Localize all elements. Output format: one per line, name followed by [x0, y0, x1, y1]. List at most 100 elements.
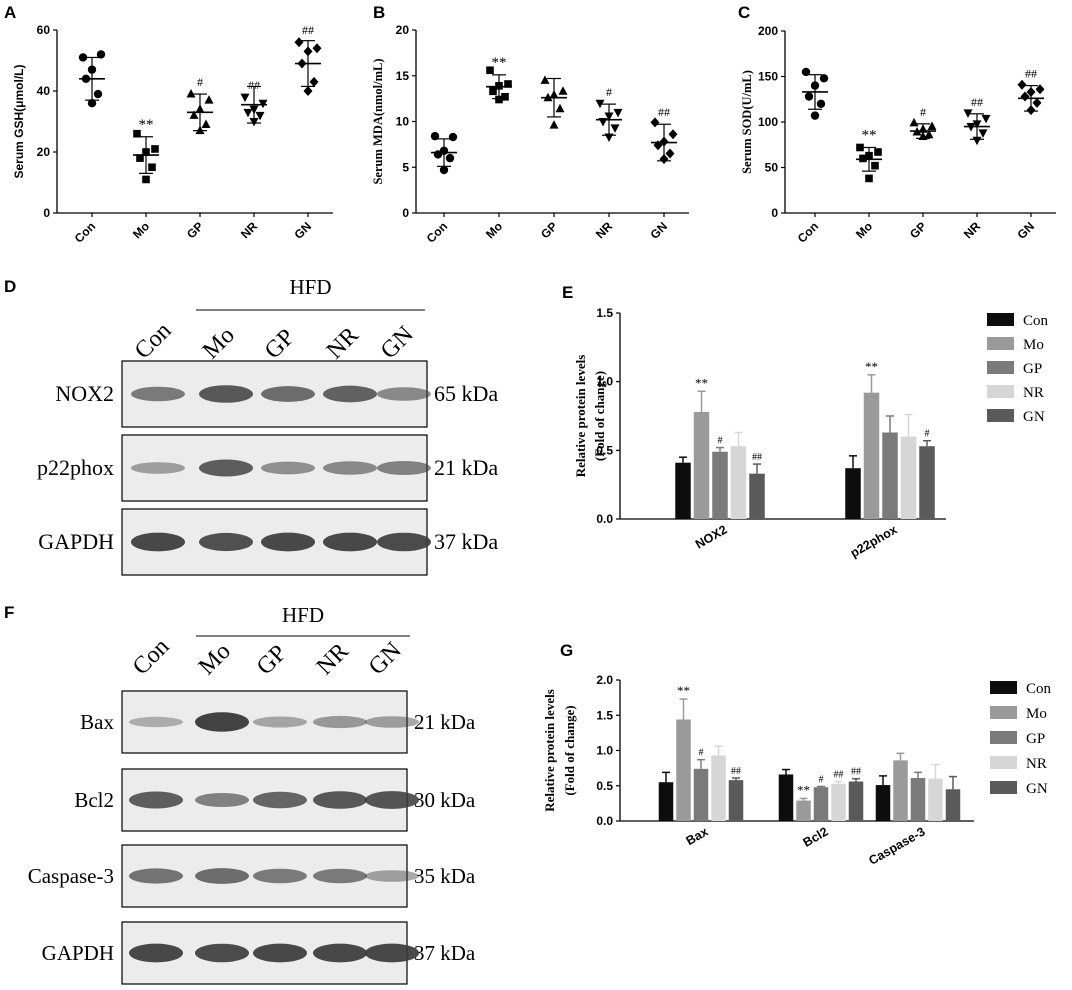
legend-label: Con	[1026, 681, 1052, 697]
bar-nr	[928, 778, 943, 821]
kda-label: 30 kDa	[414, 788, 476, 812]
blot-band	[195, 712, 249, 732]
bar-gp	[882, 432, 898, 519]
y-tick-label: 0.0	[596, 512, 613, 526]
blot-band	[129, 791, 183, 809]
data-point	[610, 124, 620, 133]
panel-label-b: B	[373, 3, 385, 22]
blot-row-bax: Bax 21 kDa	[80, 690, 476, 754]
x-tick-label: Mo	[483, 219, 505, 241]
legend-label: GP	[1026, 731, 1045, 747]
data-point	[433, 150, 443, 159]
bar-nr	[711, 755, 726, 821]
data-point	[963, 109, 973, 118]
bar-gp	[910, 777, 926, 821]
bar-nr	[900, 436, 917, 519]
significance-label: #	[925, 429, 930, 440]
data-point	[650, 117, 660, 128]
x-tick-label: NOX2	[693, 522, 730, 551]
x-tick-label: p22phox	[848, 522, 900, 560]
significance-label: **	[695, 375, 708, 390]
data-point	[865, 174, 873, 183]
data-point	[810, 111, 820, 120]
x-tick-label: Bax	[684, 824, 711, 848]
y-axis-label: (Fold of change)	[562, 705, 577, 795]
bar-mo	[676, 719, 691, 821]
x-tick-label: Mo	[853, 219, 875, 241]
bar-gp	[712, 451, 728, 519]
significance-label: ##	[971, 95, 983, 109]
y-tick-label: 0	[402, 206, 409, 220]
y-axis-label: Relative protein levels	[542, 689, 557, 812]
data-point	[243, 108, 253, 118]
significance-label: **	[797, 782, 810, 797]
blot-band	[195, 868, 249, 884]
blot-band	[365, 943, 419, 963]
significance-label: #	[819, 774, 824, 785]
data-point	[142, 175, 150, 184]
data-point	[978, 129, 988, 138]
data-point	[874, 148, 882, 156]
blot-row-caspase-3: Caspase-3 35 kDa	[28, 844, 476, 908]
data-point	[189, 110, 199, 119]
kda-label: 65 kDa	[434, 381, 498, 406]
data-point	[255, 111, 265, 121]
blot-band	[131, 462, 185, 474]
legend-swatch	[987, 337, 1014, 350]
lane-label: NR	[322, 322, 364, 364]
y-tick-label: 2.0	[596, 673, 613, 687]
bar-mo	[693, 411, 710, 519]
data-point	[665, 148, 675, 159]
significance-label: ##	[248, 78, 260, 92]
bar-mo	[796, 800, 811, 821]
legend-swatch	[987, 313, 1014, 326]
x-tick-label: GP	[538, 219, 560, 241]
legend-swatch	[990, 706, 1017, 719]
protein-label: GAPDH	[38, 529, 114, 554]
blot-row-nox2: NOX2 65 kDa	[55, 360, 498, 428]
significance-label: **	[865, 359, 878, 374]
data-point	[78, 53, 88, 62]
x-tick-label: GN	[1014, 219, 1037, 242]
blot-band	[313, 868, 367, 884]
y-tick-label: 5	[402, 160, 409, 174]
blot-band	[199, 385, 253, 403]
data-point	[816, 99, 826, 109]
bar-mo	[863, 392, 880, 519]
data-point	[871, 161, 879, 170]
hfd-label: HFD	[282, 603, 324, 627]
bar-gp	[693, 768, 709, 821]
data-point	[804, 92, 814, 101]
legend-swatch	[990, 781, 1017, 794]
blot-band	[253, 791, 307, 809]
data-point	[148, 163, 156, 172]
data-point	[927, 121, 937, 131]
significance-label: ##	[302, 23, 314, 37]
bar-chart-g: 0.0 0.5 1.0 1.5 2.0 Relative protein levels (F…	[542, 673, 1052, 868]
bar-gn	[749, 473, 765, 519]
blot-band	[195, 943, 249, 963]
lane-label: Mo	[194, 638, 236, 680]
significance-label: #	[920, 105, 926, 119]
blot-band	[261, 461, 315, 475]
x-tick-label: Con	[72, 219, 98, 245]
data-point	[486, 66, 494, 75]
data-point	[1032, 97, 1042, 108]
kda-label: 37 kDa	[414, 941, 476, 965]
blot-band	[253, 943, 307, 963]
y-tick-label: 1.0	[596, 375, 613, 389]
data-point	[549, 120, 559, 129]
panel-label-g: G	[560, 641, 573, 660]
legend-label: NR	[1026, 756, 1047, 772]
legend-swatch	[987, 385, 1014, 398]
data-point	[801, 67, 811, 77]
significance-label: **	[677, 683, 690, 698]
significance-label: #	[699, 748, 704, 759]
lane-label: GP	[260, 324, 300, 364]
blot-row-gapdh: GAPDH 37 kDa	[38, 508, 498, 576]
data-point	[96, 50, 106, 59]
data-point	[595, 99, 605, 109]
blot-row-bcl2: Bcl2 30 kDa	[74, 768, 476, 832]
